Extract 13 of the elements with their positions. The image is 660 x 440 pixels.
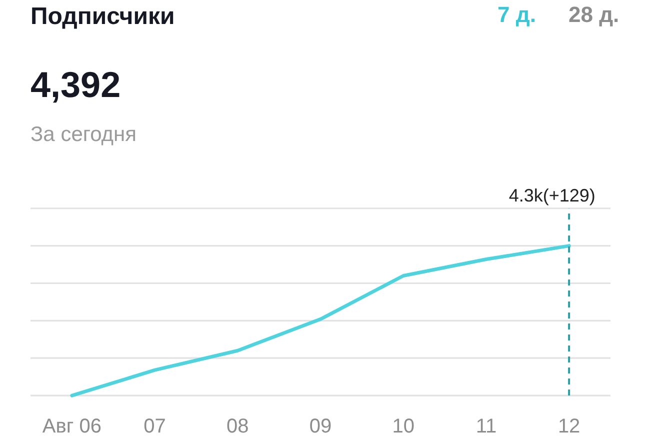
- text: 7 д.: [498, 2, 536, 27]
- text: 28 д.: [568, 2, 620, 27]
- text: 4,392: [30, 64, 121, 105]
- x-tick-label: 09: [309, 416, 332, 438]
- text: За сегодня: [30, 123, 137, 146]
- x-tick-label: Авг 06: [42, 416, 102, 438]
- x-tick-label: 08: [226, 416, 249, 438]
- x-tick-label: 07: [144, 416, 166, 438]
- x-tick-label: 12: [558, 416, 580, 438]
- x-tick-label: 11: [476, 416, 497, 438]
- ref-line-label: 4.3k(+129): [508, 185, 596, 206]
- chart-title: Подписчики: [30, 3, 175, 30]
- x-tick-label: 10: [392, 416, 414, 438]
